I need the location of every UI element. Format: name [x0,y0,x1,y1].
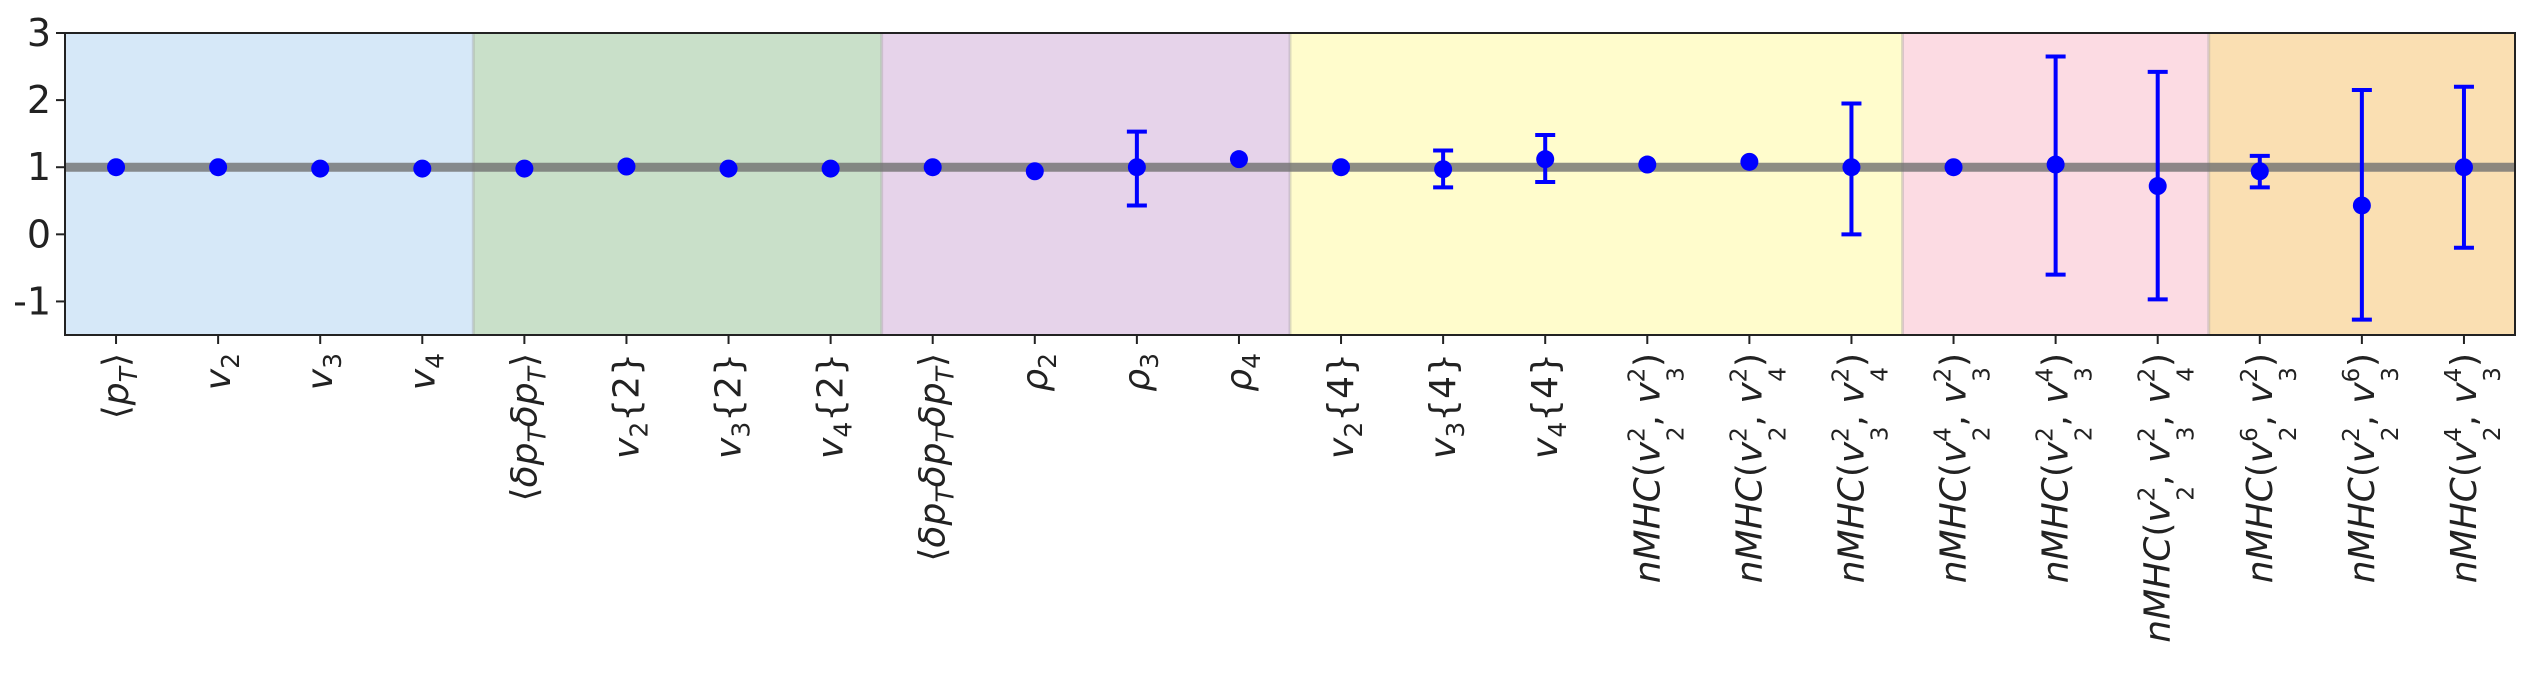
x-tick-label-16: nMHC(v2 2, v2 4) [1726,353,1791,583]
data-point-23 [2454,158,2473,177]
x-tick-label-14: v4{4} [1525,353,1572,459]
plot-frame [64,32,2516,336]
x-tick-label-8: ⟨δpTδpTδpT⟩ [913,353,960,562]
y-tick-label-4: -1 [13,279,51,323]
x-tick-label-5: v2{2} [606,353,653,459]
y-tick-label-1: 2 [27,78,51,122]
x-tick-label-18: nMHC(v4 2, v2 3) [1931,353,1996,583]
data-point-0 [107,158,126,177]
y-tick-label-0: 3 [27,11,51,55]
data-point-10 [1127,158,1146,177]
data-point-1 [209,158,228,177]
y-tick-label-2: 1 [27,145,51,189]
data-point-18 [1944,158,1963,177]
x-tick-label-20: nMHC(v2 2, v2 3, v2 4) [2135,353,2200,643]
y-tick-label-3: 0 [27,212,51,256]
y-axis: 3 2 1 0 -1 [13,11,65,323]
x-tick-label-11: ρ4 [1219,353,1266,392]
data-point-21 [2250,162,2269,181]
x-tick-label-21: nMHC(v6 2, v2 3) [2237,353,2302,583]
x-tick-label-6: v3{2} [709,353,756,459]
data-point-3 [413,159,432,178]
data-point-19 [2046,155,2065,174]
data-point-6 [719,159,738,178]
x-tick-label-13: v3{4} [1423,353,1470,459]
data-point-9 [1025,162,1044,181]
group-band-3 [1290,33,1903,335]
data-point-11 [1229,150,1248,169]
x-tick-label-4: ⟨δpTδpT⟩ [504,353,551,501]
data-point-22 [2352,196,2371,215]
x-tick-label-1: v2 [198,353,245,390]
x-tick-label-0: ⟨pT⟩ [96,353,143,419]
group-band-1 [473,33,882,335]
data-point-20 [2148,177,2167,196]
x-axis: ⟨pT⟩ v2 v3 v4 ⟨δpTδpT⟩ v2{2} v3{2} v4{2} ⟨δpTδpT… [96,335,2506,643]
data-points [107,150,2473,215]
data-point-14 [1536,150,1555,169]
x-tick-label-23: nMHC(v4 2, v4 3) [2441,353,2506,583]
data-point-16 [1740,152,1759,171]
x-tick-label-9: ρ2 [1015,353,1062,392]
x-tick-label-12: v2{4} [1321,353,1368,459]
group-bands [65,33,2515,335]
data-point-2 [311,159,330,178]
x-tick-label-22: nMHC(v2 2, v6 3) [2339,353,2404,583]
data-point-13 [1434,160,1453,179]
data-point-4 [515,159,534,178]
data-point-12 [1332,158,1351,177]
data-point-8 [923,158,942,177]
data-point-17 [1842,158,1861,177]
x-tick-label-7: v4{2} [811,353,858,459]
group-band-0 [65,33,474,335]
x-tick-label-17: nMHC(v2 3, v2 4) [1828,353,1893,583]
x-tick-label-15: nMHC(v2 2, v2 3) [1624,353,1689,583]
x-tick-label-2: v3 [300,353,347,390]
data-point-15 [1638,155,1657,174]
data-point-5 [617,157,636,176]
x-tick-label-19: nMHC(v2 2, v4 3) [2033,353,2098,583]
x-tick-label-3: v4 [402,353,449,390]
group-band-2 [881,33,1290,335]
x-tick-label-10: ρ3 [1117,353,1164,392]
data-point-7 [821,159,840,178]
